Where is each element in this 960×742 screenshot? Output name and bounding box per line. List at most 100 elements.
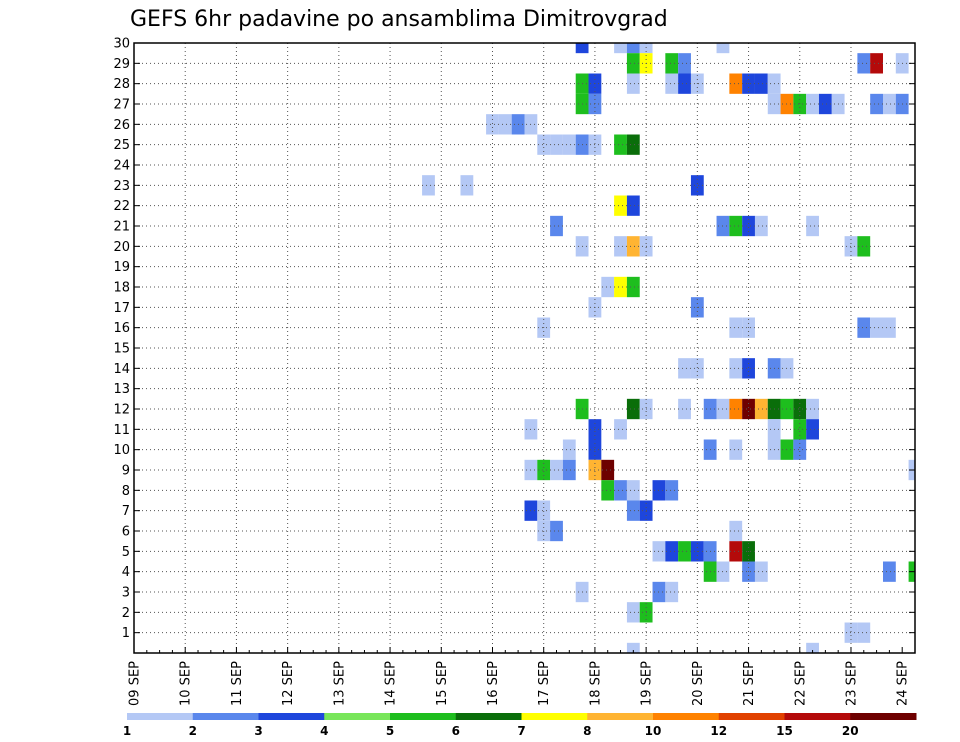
heatmap-cell (857, 622, 871, 643)
heatmap-cell (716, 43, 730, 54)
heatmap-cell (626, 276, 640, 298)
y-tick-label: 8 (122, 484, 130, 499)
heatmap-cell (806, 398, 819, 420)
y-tick-label: 20 (113, 240, 130, 255)
y-tick-label: 29 (113, 57, 130, 72)
heatmap-cell (550, 520, 563, 542)
heatmap-cell (601, 276, 615, 298)
heatmap-cell (614, 236, 627, 257)
x-tick-label: 19 SEP (640, 661, 655, 706)
legend-label: 1 (123, 724, 131, 738)
legend-label: 15 (776, 724, 793, 738)
heatmap-cell (690, 358, 704, 379)
heatmap-cell (575, 43, 589, 54)
x-tick-label: 10 SEP (179, 661, 194, 706)
legend-swatch (455, 713, 522, 720)
heatmap-cells (422, 43, 915, 653)
heatmap-cell (806, 419, 819, 440)
y-tick-label: 6 (122, 525, 130, 540)
legend-swatch (718, 713, 785, 720)
legend-swatch (192, 713, 259, 720)
heatmap-cell (550, 459, 563, 481)
heatmap-cell (614, 276, 627, 298)
legend-swatch (258, 713, 325, 720)
y-tick-label: 10 (113, 443, 130, 458)
heatmap-cell (882, 561, 896, 582)
grid-lines (134, 43, 915, 653)
y-tick-label: 21 (113, 220, 130, 235)
heatmap-cell (626, 73, 640, 94)
heatmap-cell (678, 358, 691, 379)
heatmap-cell (806, 93, 819, 115)
y-tick-label: 11 (113, 423, 130, 438)
heatmap-cell (754, 561, 768, 582)
legend-label: 4 (320, 724, 328, 738)
y-tick-label: 30 (113, 37, 130, 52)
heatmap-cell (729, 317, 743, 338)
heatmap-cell (562, 459, 576, 481)
x-tick-label: 22 SEP (793, 661, 808, 706)
heatmap-cell (882, 93, 896, 115)
heatmap-cell (665, 480, 679, 501)
heatmap-cell (639, 43, 653, 54)
heatmap-cell (562, 134, 576, 155)
legend-swatch (587, 713, 654, 720)
heatmap-cell (729, 439, 743, 460)
heatmap-cell (626, 53, 640, 74)
heatmap-cell (562, 439, 576, 460)
heatmap-cell (537, 459, 551, 481)
heatmap-cell (678, 73, 691, 94)
legend-swatch (521, 713, 588, 720)
heatmap-cell (754, 73, 768, 94)
heatmap-cell (486, 114, 499, 135)
y-tick-label: 9 (122, 464, 130, 479)
x-tick-label: 16 SEP (486, 661, 501, 706)
heatmap-cell (601, 459, 615, 481)
heatmap-cell (729, 215, 743, 237)
legend-label: 6 (452, 724, 460, 738)
heatmap-cell (537, 134, 551, 155)
heatmap-cell (882, 317, 896, 338)
heatmap-cell (870, 317, 883, 338)
y-tick-label: 1 (122, 626, 130, 641)
y-tick-label: 4 (122, 565, 130, 580)
heatmap-cell (665, 581, 679, 603)
legend-swatch (653, 713, 720, 720)
heatmap-cell (793, 419, 807, 440)
y-tick-label: 16 (113, 321, 130, 336)
heatmap-cell (857, 53, 871, 74)
heatmap-cell (626, 134, 640, 155)
heatmap-cell (626, 236, 640, 257)
y-tick-label: 26 (113, 118, 130, 133)
heatmap-cell (729, 520, 743, 542)
heatmap-cell (614, 480, 627, 501)
y-tick-label: 13 (113, 382, 130, 397)
heatmap-cell (806, 215, 819, 237)
heatmap-cell (678, 541, 691, 562)
y-tick-label: 18 (113, 281, 130, 296)
legend-swatch (127, 713, 194, 720)
chart-title: GEFS 6hr padavine po ansamblima Dimitrov… (130, 7, 668, 32)
x-tick-label: 12 SEP (281, 661, 296, 706)
heatmap-cell (422, 175, 435, 196)
heatmap-cell (678, 53, 691, 74)
heatmap-cell (818, 93, 832, 115)
heatmap-cell (550, 134, 563, 155)
heatmap-cell (729, 73, 743, 94)
heatmap-cell (626, 602, 640, 623)
y-tick-label: 27 (113, 98, 130, 113)
legend-swatch (784, 713, 851, 720)
heatmap-cell (729, 398, 743, 420)
legend-label: 3 (254, 724, 262, 738)
y-tick-label: 25 (113, 138, 130, 153)
y-tick-label: 19 (113, 260, 130, 275)
heatmap-cell (678, 398, 691, 420)
heatmap-cell (793, 439, 807, 460)
heatmap-cell (550, 215, 563, 237)
heatmap-cell (729, 541, 743, 562)
x-tick-label: 13 SEP (332, 661, 347, 706)
heatmap-cell (742, 398, 755, 420)
heatmap-cell (665, 541, 679, 562)
y-tick-label: 23 (113, 179, 130, 194)
heatmap-cell (870, 53, 883, 74)
